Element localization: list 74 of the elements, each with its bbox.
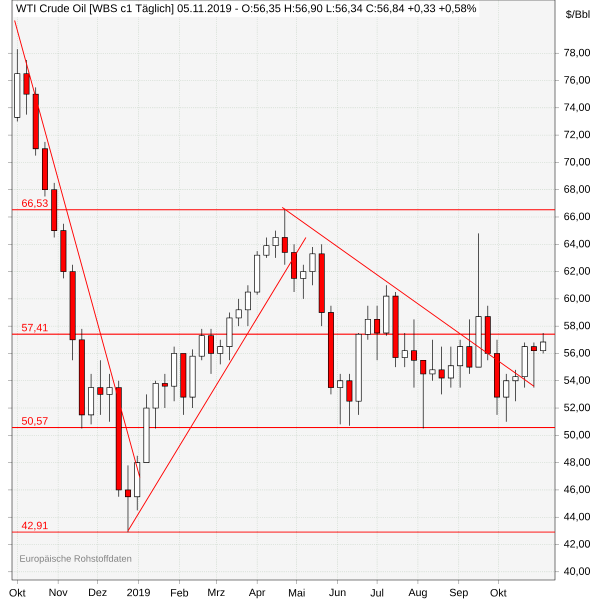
candlestick <box>438 346 445 395</box>
candlestick <box>476 233 482 368</box>
candlestick <box>337 374 344 425</box>
y-tick-label: 54,00 <box>564 376 590 386</box>
ref-line-label: 57,41 <box>22 324 48 333</box>
candlestick <box>448 346 454 388</box>
ref-line-label: 50,57 <box>22 417 48 426</box>
candlestick <box>457 339 464 388</box>
candlestick <box>236 298 242 326</box>
candlestick <box>364 305 371 340</box>
x-tick-label: Dez <box>89 588 107 596</box>
candlestick <box>540 332 546 354</box>
candlestick <box>180 353 186 416</box>
candlestick <box>106 374 113 422</box>
y-tick-label: 74,00 <box>564 103 590 112</box>
ref-line-label: 66,53 <box>22 199 48 208</box>
x-tick-label: Okt <box>9 588 26 597</box>
candlestick <box>97 360 104 416</box>
candlestick <box>272 230 279 258</box>
y-tick-label: 60,00 <box>564 294 590 304</box>
x-tick-label: Jul <box>370 588 384 597</box>
candlestick <box>244 284 251 326</box>
x-tick-label: Nov <box>50 588 68 596</box>
candlestick <box>60 223 66 279</box>
candlestick <box>356 332 362 416</box>
annotation: Europäische Rohstoffdaten <box>20 554 132 564</box>
ref-line-label: 42,91 <box>22 522 48 530</box>
candlestick <box>310 246 316 286</box>
candlestick <box>88 374 94 425</box>
x-tick-label: Feb <box>171 588 188 597</box>
y-tick-label: 70,00 <box>564 158 590 167</box>
candlestick <box>383 284 390 336</box>
y-tick-label: 40,00 <box>564 567 590 576</box>
y-tick-label: 56,00 <box>564 349 590 358</box>
candlestick <box>263 237 270 258</box>
y-tick-label: 48,00 <box>564 458 590 468</box>
y-tick-label: 78,00 <box>564 48 590 58</box>
y-tick-label: 42,00 <box>564 540 590 549</box>
chart-title: WTI Crude Oil [WBS c1 Täglich] 05.11.2019 - O:56,35 H:56,90 L:56,34 C:56,84 +0,33 +0,58% <box>16 4 476 14</box>
x-tick-label: Okt <box>490 588 507 597</box>
x-tick-label: Jun <box>329 588 346 596</box>
y-tick-label: 76,00 <box>564 76 590 85</box>
candlestick <box>291 244 298 292</box>
y-tick-label: 72,00 <box>564 130 590 140</box>
candlestick <box>318 244 325 326</box>
candlestick <box>143 394 150 463</box>
y-axis-title: $/Bbl <box>566 10 590 19</box>
candlestick <box>522 342 528 388</box>
x-tick-label: Mai <box>288 588 305 597</box>
y-tick-label: 50,00 <box>564 430 590 440</box>
candlestick <box>226 312 232 361</box>
candlestick <box>254 250 260 296</box>
y-tick-label: 46,00 <box>564 486 590 494</box>
y-tick-label: 68,00 <box>564 185 590 194</box>
candlestick <box>171 346 178 402</box>
candlestick <box>134 455 140 511</box>
y-tick-label: 44,00 <box>564 512 590 522</box>
y-tick-label: 64,00 <box>564 240 590 249</box>
candlestick <box>42 142 48 197</box>
x-tick-label: Aug <box>408 588 427 598</box>
x-tick-label: Sep <box>450 588 468 598</box>
candlestick <box>512 370 518 402</box>
candlestick <box>198 328 205 361</box>
candlestick <box>24 60 30 115</box>
x-tick-label: Mrz <box>208 588 225 596</box>
candlestick <box>429 339 436 382</box>
y-tick-label: 52,00 <box>564 404 590 412</box>
candlestick <box>190 349 196 408</box>
y-tick-label: 66,00 <box>564 212 590 222</box>
x-tick-label: 2019 <box>127 588 150 596</box>
y-tick-label: 62,00 <box>564 267 590 276</box>
x-tick-label: Apr <box>248 588 266 598</box>
candlestick <box>152 380 159 429</box>
y-tick-label: 58,00 <box>564 322 590 331</box>
